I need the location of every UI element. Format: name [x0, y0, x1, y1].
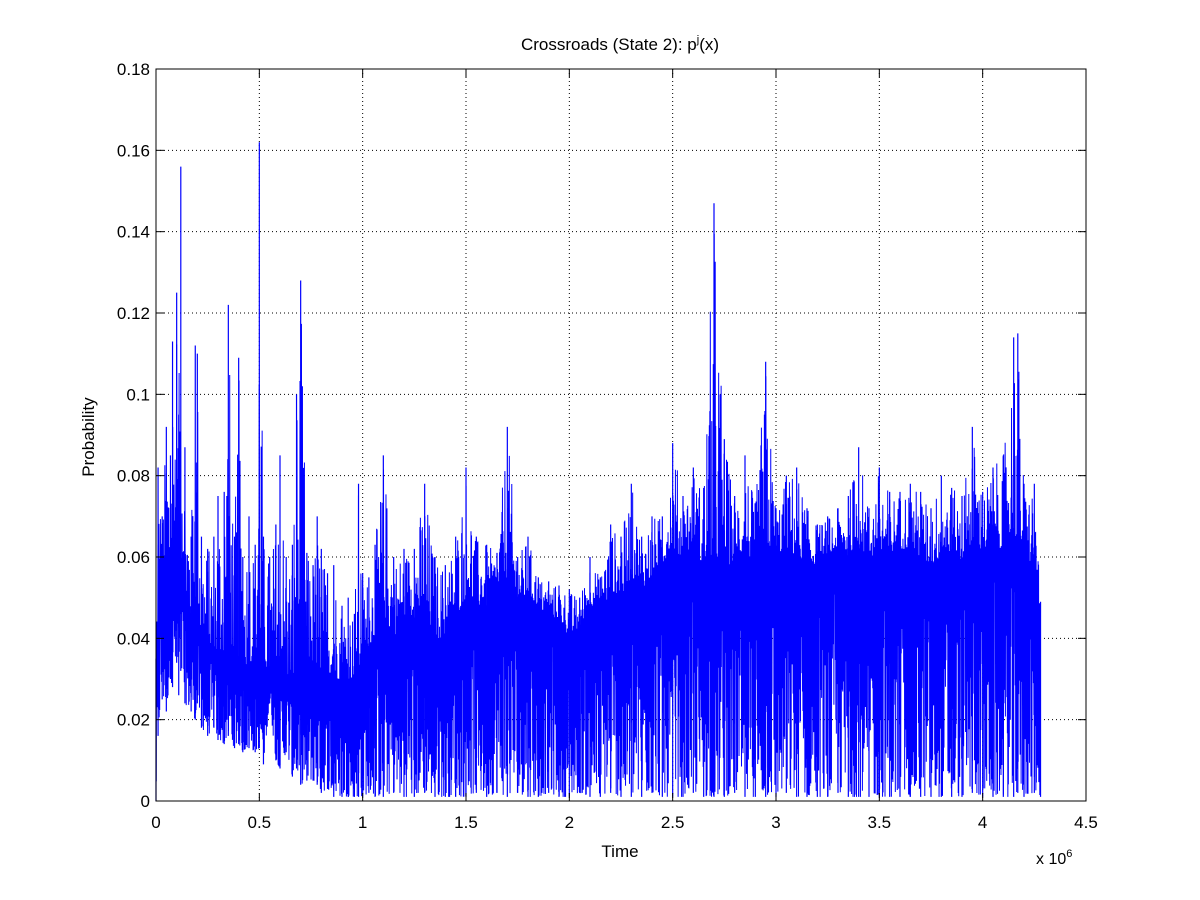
chart-title-main: Crossroads (State 2): p	[521, 35, 697, 54]
tick-marks	[155, 68, 1087, 802]
x-tick-label: 0	[151, 813, 160, 832]
x-axis-multiplier: x 106	[1036, 848, 1072, 868]
chart-title-superscript: j	[696, 34, 699, 46]
y-tick-labels: 0 0.02 0.04 0.06 0.08 0.1 0.12 0.14 0.16 0.18	[117, 60, 150, 811]
y-tick-label: 0.08	[117, 467, 150, 486]
y-tick-label: 0.04	[117, 629, 150, 648]
x-tick-label: 3.5	[868, 813, 892, 832]
x-tick-label: 1.5	[454, 813, 478, 832]
y-tick-label: 0	[141, 792, 150, 811]
x-axis-multiplier-base: x 10	[1036, 851, 1066, 868]
x-tick-label: 3	[771, 813, 780, 832]
x-tick-label: 0.5	[248, 813, 272, 832]
x-tick-label: 2	[565, 813, 574, 832]
y-tick-label: 0.1	[126, 385, 150, 404]
y-tick-label: 0.12	[117, 304, 150, 323]
series-layer	[155, 142, 1042, 801]
x-tick-label: 4	[978, 813, 987, 832]
chart-title-suffix: (x)	[699, 35, 719, 54]
axes-box	[155, 68, 1087, 802]
chart-title: Crossroads (State 2): pj(x)	[521, 34, 719, 54]
x-tick-label: 1	[358, 813, 367, 832]
series-line	[155, 233, 1042, 797]
y-tick-label: 0.14	[117, 223, 150, 242]
y-tick-label: 0.06	[117, 548, 150, 567]
y-tick-label: 0.16	[117, 141, 150, 160]
x-tick-label: 4.5	[1074, 813, 1098, 832]
y-axis-label: Probability	[79, 397, 98, 477]
x-tick-labels: 0 0.5 1 1.5 2 2.5 3 3.5 4 4.5	[151, 813, 1098, 832]
x-axis-label: Time	[601, 842, 638, 861]
y-tick-label: 0.02	[117, 711, 150, 730]
y-tick-label: 0.18	[117, 60, 150, 79]
x-tick-label: 2.5	[661, 813, 685, 832]
x-axis-multiplier-exponent: 6	[1066, 848, 1072, 860]
